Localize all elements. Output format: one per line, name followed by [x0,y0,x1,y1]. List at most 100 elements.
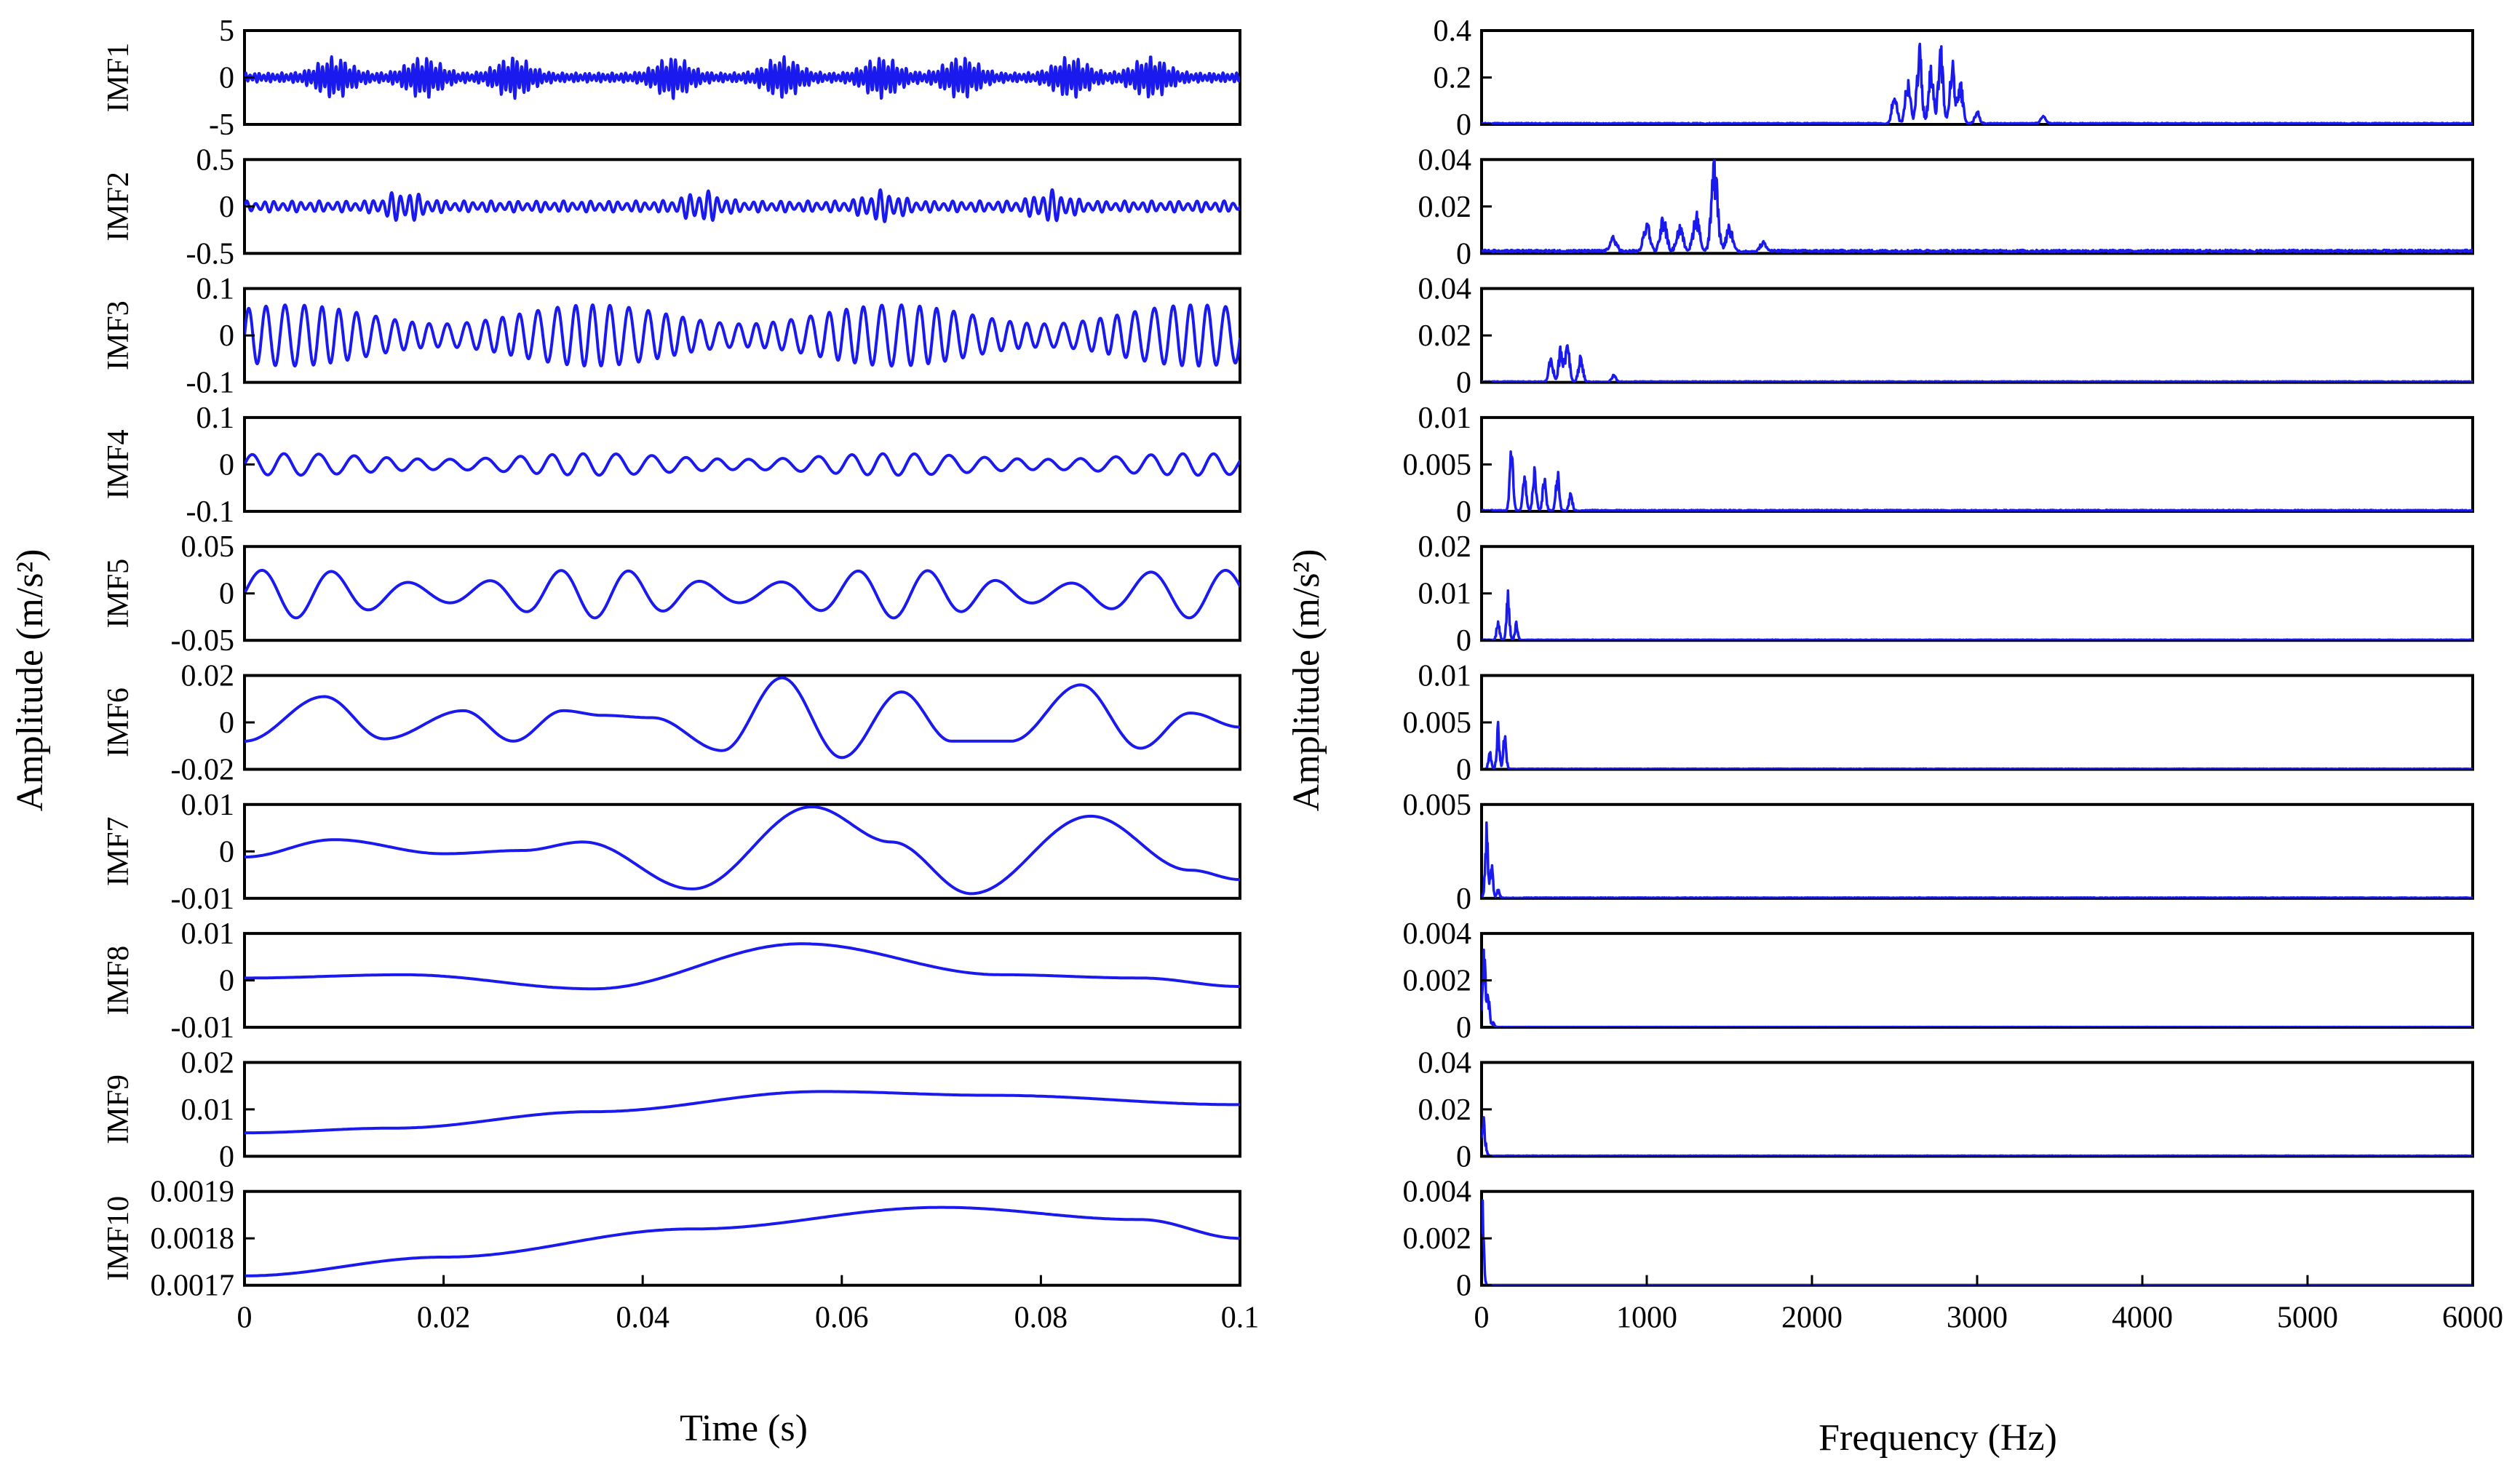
freq-panel-frame [1480,287,2474,384]
time-panel-imf9: 0.02 0.01 0 IMF9 [102,1046,1241,1173]
right-x-axis-title: Frequency (Hz) [1819,1417,2057,1459]
time-ytick-label: 0 [219,706,234,740]
imf-label-imf9: IMF9 [102,1075,135,1144]
imf-label-imf6: IMF6 [102,687,135,757]
freq-xtick-label: 5000 [2277,1301,2338,1335]
time-trace-imf2 [245,188,1240,223]
time-xtick-label: 0.06 [815,1301,869,1335]
freq-panel-imf6: 0.01 0.005 0 [1403,660,2474,787]
freq-ytick-label: 0.01 [1418,660,1472,693]
freq-ytick-label: 0.005 [1403,706,1472,740]
time-xtick-label: 0.02 [417,1301,471,1335]
time-panel-imf6: 0.02 0 -0.02 IMF6 [102,660,1241,787]
freq-ytick-label: 0 [1456,108,1471,142]
time-panel-imf8: 0.01 0 -0.01 IMF8 [102,917,1241,1045]
freq-ytick-label: 0.2 [1434,62,1472,95]
time-trace-imf5 [245,568,1240,620]
freq-ytick-label: 0.005 [1403,789,1472,822]
imf-label-imf1: IMF1 [102,43,135,113]
time-ytick-label: 0 [219,191,234,224]
time-panel-imf10: 0.0019 0.0018 0.0017 IMF10 [102,1176,1241,1303]
freq-ytick-label: 0.04 [1418,273,1472,306]
time-ytick-label: 0.02 [181,660,235,693]
freq-xtick-label: 4000 [2112,1301,2173,1335]
time-trace-imf9 [245,1090,1240,1135]
time-ytick-label: 0.5 [196,143,235,177]
time-ytick-label: -0.1 [186,495,235,529]
freq-ytick-label: 0.005 [1403,448,1472,482]
freq-ytick-label: 0.004 [1403,917,1472,951]
freq-panel-imf2: 0.04 0.02 0 [1418,143,2474,271]
imf-label-imf5: IMF5 [102,559,135,629]
freq-panel-frame [1480,545,2474,642]
freq-ytick-label: 0.01 [1418,402,1472,435]
time-panel-imf5: 0.05 0 -0.05 IMF5 [102,530,1241,658]
freq-panel-imf5: 0.02 0.01 0 [1418,530,2474,658]
time-ytick-label: -0.01 [171,882,235,916]
freq-ytick-label: 0 [1456,1140,1471,1173]
time-ytick-label: 0.02 [181,1046,235,1080]
freq-xtick-label: 3000 [1947,1301,2008,1335]
time-xtick-label: 0.08 [1014,1301,1068,1335]
imf-label-imf7: IMF7 [102,816,135,886]
freq-ytick-label: 0 [1456,754,1471,787]
time-ytick-label: 0 [219,835,234,869]
freq-panel-frame [1480,29,2474,126]
freq-ytick-label: 0 [1456,237,1471,271]
freq-ytick-label: 0.02 [1418,530,1472,564]
freq-ytick-label: 0.4 [1434,15,1472,48]
time-trace-imf4 [245,452,1240,477]
freq-ytick-label: 0.02 [1418,191,1472,224]
time-ytick-label: -0.05 [171,624,235,658]
freq-ytick-label: 0.04 [1418,143,1472,177]
time-panel-imf3: 0.1 0 -0.1 IMF3 [102,273,1241,400]
time-trace-imf6 [245,676,1240,760]
freq-xtick-label: 6000 [2442,1301,2503,1335]
freq-trace-imf8 [1482,948,2473,1028]
time-xtick-label: 0.1 [1221,1301,1260,1335]
time-ytick-label: 0.1 [196,402,235,435]
freq-panel-frame [1480,674,2474,771]
freq-panel-frame [1480,415,2474,513]
time-trace-imf3 [245,303,1240,368]
time-panel-imf2: 0.5 0 -0.5 IMF2 [102,143,1241,271]
freq-panel-frame [1480,932,2474,1029]
freq-panel-imf1: 0.4 0.2 0 [1434,15,2474,142]
time-domain-panels: 5 0 -5 IMF1 0.5 0 -0.5 IMF2 0.1 0 -0.1 IMF3 0.1 0 -0.1… [102,15,1259,1335]
freq-ytick-label: 0.02 [1418,319,1472,353]
time-ytick-label: 0 [219,578,234,611]
imf-label-imf10: IMF10 [102,1196,135,1281]
time-ytick-label: 0.1 [196,273,235,306]
time-ytick-label: -0.02 [171,754,235,787]
left-y-axis-title: Amplitude (m/s²) [9,549,51,812]
freq-trace-imf5 [1482,589,2473,641]
time-panel-frame [243,1061,1241,1158]
time-trace-imf8 [245,942,1240,991]
time-ytick-label: 0.05 [181,530,235,564]
time-panel-frame [243,802,1241,900]
freq-ytick-label: 0.002 [1403,965,1472,998]
time-trace-imf7 [245,805,1240,896]
freq-ytick-label: 0 [1456,495,1471,529]
time-ytick-label: 0 [219,448,234,482]
freq-panel-imf8: 0.004 0.002 0 [1403,917,2474,1045]
freq-ytick-label: 0.04 [1418,1046,1472,1080]
imf-label-imf2: IMF2 [102,172,135,242]
freq-trace-imf1 [1482,42,2473,124]
freq-trace-imf9 [1482,1116,2473,1157]
freq-ytick-label: 0.002 [1403,1222,1472,1256]
time-ytick-label: 0.0018 [151,1222,235,1256]
freq-trace-imf6 [1482,720,2473,770]
freq-ytick-label: 0 [1456,367,1471,400]
freq-ytick-label: 0.01 [1418,578,1472,611]
imf-label-imf4: IMF4 [102,430,135,500]
time-panel-imf4: 0.1 0 -0.1 IMF4 [102,402,1241,529]
freq-ytick-label: 0 [1456,882,1471,916]
freq-panel-frame [1480,158,2474,255]
time-ytick-label: 0 [219,319,234,353]
time-ytick-label: 0.01 [181,917,235,951]
time-ytick-label: -0.1 [186,367,235,400]
freq-xtick-label: 1000 [1616,1301,1677,1335]
freq-panel-imf3: 0.04 0.02 0 [1418,273,2474,400]
